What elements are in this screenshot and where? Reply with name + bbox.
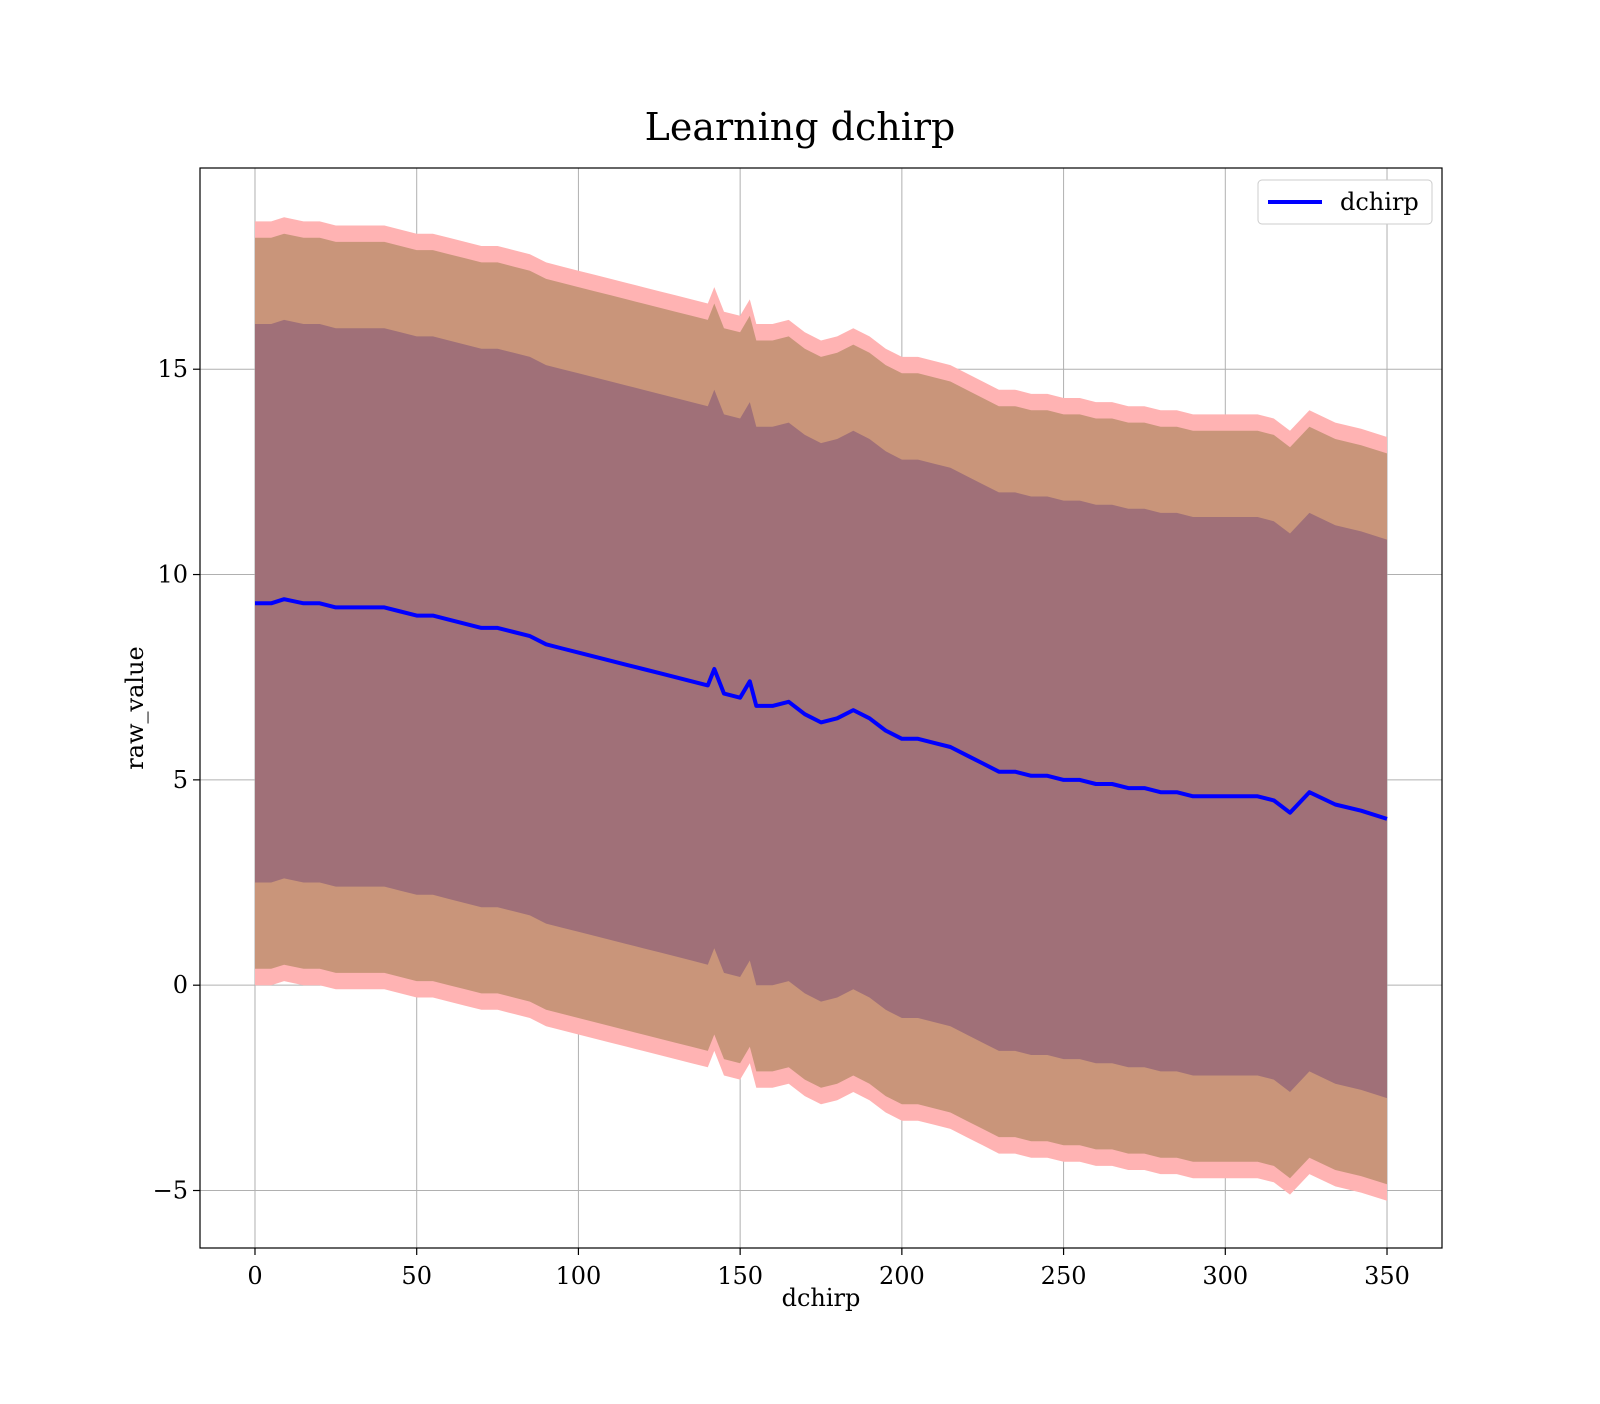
y-tick-label: 10 — [157, 561, 188, 589]
y-tick-label: 5 — [173, 766, 188, 794]
y-tick-label: 0 — [173, 971, 188, 999]
x-tick-label: 150 — [717, 1262, 763, 1290]
y-axis-label: raw_value — [121, 646, 149, 770]
legend: dchirp — [1257, 179, 1433, 225]
x-tick-label: 0 — [247, 1262, 262, 1290]
y-tick-label: 15 — [157, 355, 188, 383]
band-inner — [255, 319, 1387, 1099]
series-line-dchirp — [255, 597, 1388, 821]
x-axis-label: dchirp — [782, 1284, 861, 1312]
plot-frame — [199, 167, 1443, 1249]
x-tick-label: 100 — [556, 1262, 602, 1290]
x-tick-label: 200 — [879, 1262, 925, 1290]
y-tick-label: −5 — [153, 1177, 188, 1205]
series-lines — [255, 597, 1388, 821]
chart-title: Learning dchirp — [645, 105, 956, 149]
x-tick-label: 250 — [1041, 1262, 1087, 1290]
axis-ticks: 0 50 100 150 200 250 300 350 −5 0 5 10 15 — [153, 355, 1410, 1290]
x-tick-label: 50 — [401, 1262, 432, 1290]
x-tick-label: 350 — [1364, 1262, 1410, 1290]
legend-box — [1257, 179, 1433, 225]
legend-label-dchirp: dchirp — [1340, 188, 1419, 216]
confidence-bands — [255, 217, 1387, 1201]
x-tick-label: 300 — [1202, 1262, 1248, 1290]
